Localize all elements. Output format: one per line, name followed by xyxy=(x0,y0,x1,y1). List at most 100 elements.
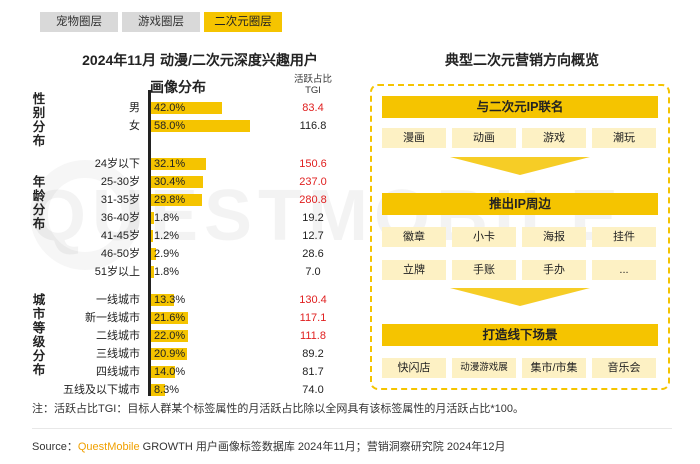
value-label: 29.8% xyxy=(154,194,186,206)
tgi-value: 111.8 xyxy=(300,330,326,342)
down-arrow-icon-2 xyxy=(450,288,590,306)
chart-row: 46-50岁 2.9% 28.6 xyxy=(0,247,360,261)
category-label: 新一线城市 xyxy=(85,312,140,324)
bar xyxy=(151,366,175,378)
tgi-value: 74.0 xyxy=(302,384,324,396)
tgi-header-line1: 活跃占比 xyxy=(293,74,332,85)
chart-row: 一线城市 13.3% 130.4 xyxy=(0,293,360,307)
chip-manga: 漫画 xyxy=(382,128,446,148)
tgi-value: 237.0 xyxy=(299,176,327,188)
value-label: 21.6% xyxy=(154,312,186,324)
chart-title-line2: 画像分布 xyxy=(150,79,206,95)
bar xyxy=(151,348,187,360)
value-label: 1.8% xyxy=(154,212,180,224)
value-label: 1.8% xyxy=(154,266,180,278)
chip-pendant: 挂件 xyxy=(592,227,656,247)
bar xyxy=(151,266,155,278)
chip-journal: 手账 xyxy=(452,260,516,280)
category-label: 男 xyxy=(129,102,140,114)
chip-trendy-toy: 潮玩 xyxy=(592,128,656,148)
tgi-value: 7.0 xyxy=(305,266,321,278)
marketing-head-offline: 打造线下场景 xyxy=(382,324,658,346)
tgi-value: 81.7 xyxy=(302,366,324,378)
bar xyxy=(151,312,188,324)
bar xyxy=(151,120,250,132)
bar xyxy=(151,330,189,342)
chart-row: 新一线城市 21.6% 117.1 xyxy=(0,311,360,325)
tgi-value: 28.6 xyxy=(302,248,324,260)
category-label: 46-50岁 xyxy=(100,248,140,260)
bar xyxy=(151,102,223,114)
value-label: 13.3% xyxy=(154,294,186,306)
chart-row: 41-45岁 1.2% 12.7 xyxy=(0,229,360,243)
tgi-column-header: 活跃占比 TGI xyxy=(288,74,338,96)
chart-row: 男 42.0% 83.4 xyxy=(0,101,360,115)
section-label-gender: 性别分布 xyxy=(32,92,46,148)
marketing-head-merch: 推出IP周边 xyxy=(382,193,658,215)
category-label: 24岁以下 xyxy=(94,158,140,170)
section-label-city: 城市等级分布 xyxy=(32,293,46,377)
value-label: 20.9% xyxy=(154,348,186,360)
chip-acg-expo: 动漫游戏展 xyxy=(452,358,516,378)
marketing-title: 典型二次元营销方向概览 xyxy=(445,52,599,68)
chart-row: 51岁以上 1.8% 7.0 xyxy=(0,265,360,279)
tgi-value: 12.7 xyxy=(302,230,324,242)
category-label: 二线城市 xyxy=(96,330,140,342)
chip-game: 游戏 xyxy=(522,128,586,148)
footer-divider xyxy=(32,428,672,429)
tgi-value: 116.8 xyxy=(299,120,327,132)
chart-row: 36-40岁 1.8% 19.2 xyxy=(0,211,360,225)
tgi-value: 130.4 xyxy=(299,294,327,306)
category-label: 51岁以上 xyxy=(94,266,140,278)
value-label: 2.9% xyxy=(154,248,180,260)
category-label: 四线城市 xyxy=(96,366,140,378)
chip-concert: 音乐会 xyxy=(592,358,656,378)
bar xyxy=(151,212,155,224)
chip-poster: 海报 xyxy=(522,227,586,247)
tgi-value: 150.6 xyxy=(299,158,327,170)
chip-market: 集市/市集 xyxy=(522,358,586,378)
tgi-value: 280.8 xyxy=(299,194,327,206)
category-label: 女 xyxy=(129,120,140,132)
category-label: 41-45岁 xyxy=(100,230,140,242)
footnote: 注：活跃占比TGI：目标人群某个标签属性的月活跃占比除以全网具有该标签属性的月活… xyxy=(32,403,524,415)
tgi-value: 19.2 xyxy=(302,212,324,224)
value-label: 42.0% xyxy=(154,102,186,114)
chip-standee: 立牌 xyxy=(382,260,446,280)
chart-row: 25-30岁 30.4% 237.0 xyxy=(0,175,360,189)
chart-row: 三线城市 20.9% 89.2 xyxy=(0,347,360,361)
tab-acg[interactable]: 二次元圈层 xyxy=(204,12,282,32)
chart-axis-line xyxy=(148,90,151,396)
chip-badge: 徽章 xyxy=(382,227,446,247)
down-arrow-icon xyxy=(450,157,590,175)
tgi-value: 83.4 xyxy=(302,102,324,114)
tgi-value: 89.2 xyxy=(302,348,324,360)
marketing-head-ip-collab: 与二次元IP联名 xyxy=(382,96,658,118)
bar xyxy=(151,194,202,206)
value-label: 14.0% xyxy=(154,366,186,378)
chart-row: 四线城市 14.0% 81.7 xyxy=(0,365,360,379)
chart-row: 女 58.0% 116.8 xyxy=(0,119,360,133)
source-brand: QuestMobile xyxy=(77,441,140,453)
value-label: 22.0% xyxy=(154,330,186,342)
chip-card: 小卡 xyxy=(452,227,516,247)
section-label-age: 年龄分布 xyxy=(32,175,46,231)
chart-row: 24岁以下 32.1% 150.6 xyxy=(0,157,360,171)
source-line: Source：QuestMobile GROWTH 用户画像标签数据库 2024… xyxy=(32,438,506,454)
chip-anime: 动画 xyxy=(452,128,516,148)
bar xyxy=(151,158,206,170)
category-label: 一线城市 xyxy=(96,294,140,306)
value-label: 58.0% xyxy=(154,120,186,132)
chart-row: 二线城市 22.0% 111.8 xyxy=(0,329,360,343)
source-prefix: Source： xyxy=(32,441,78,453)
category-label: 三线城市 xyxy=(96,348,140,360)
tab-game[interactable]: 游戏圈层 xyxy=(122,12,200,32)
value-label: 30.4% xyxy=(154,176,186,188)
chart-title: 2024年11月 动漫/二次元深度兴趣用户 xyxy=(82,52,318,68)
tab-pet[interactable]: 宠物圈层 xyxy=(40,12,118,32)
chart-row: 五线及以下城市 8.3% 74.0 xyxy=(0,383,360,397)
bar xyxy=(151,176,203,188)
tgi-value: 117.1 xyxy=(299,312,327,324)
bar xyxy=(151,294,174,306)
bar xyxy=(151,384,166,396)
